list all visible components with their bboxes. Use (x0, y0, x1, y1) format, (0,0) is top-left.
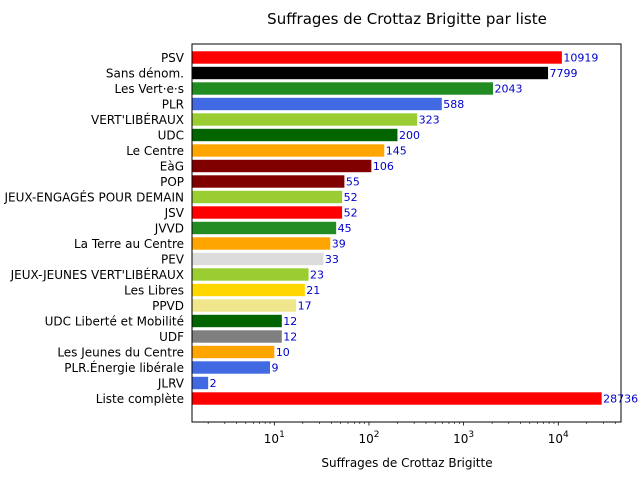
category-label-19: Les Jeunes du Centre (57, 345, 184, 359)
value-label-20: 9 (271, 362, 278, 375)
bar-5 (192, 128, 398, 142)
value-label-5: 200 (399, 129, 420, 142)
category-label-17: UDC Liberté et Mobilité (45, 314, 184, 328)
value-label-12: 39 (332, 238, 346, 251)
value-label-7: 106 (373, 160, 394, 173)
chart-title: Suffrages de Crottaz Brigitte par liste (267, 10, 547, 28)
value-label-6: 145 (386, 145, 407, 158)
bar-7 (192, 159, 372, 173)
bar-9 (192, 190, 343, 204)
bar-18 (192, 330, 282, 343)
bar-8 (192, 175, 345, 188)
category-label-18: UDF (159, 330, 184, 344)
bar-6 (192, 144, 385, 157)
value-label-1: 7799 (550, 67, 578, 80)
value-label-3: 588 (443, 98, 464, 111)
value-label-10: 52 (344, 207, 358, 220)
bar-0 (192, 51, 562, 64)
category-label-6: Le Centre (126, 144, 184, 158)
category-label-4: VERT'LIBÉRAUX (91, 112, 184, 127)
value-label-16: 17 (298, 300, 312, 313)
x-axis-label: Suffrages de Crottaz Brigitte (321, 456, 492, 470)
category-label-9: JEUX-ENGAGÉS POUR DEMAIN (3, 189, 184, 204)
category-label-12: La Terre au Centre (74, 237, 184, 251)
value-label-14: 23 (310, 269, 324, 282)
category-label-3: PLR (162, 97, 184, 111)
category-label-7: EàG (160, 159, 184, 173)
bar-12 (192, 237, 331, 250)
value-label-2: 2043 (494, 83, 522, 96)
category-label-16: PPVD (152, 299, 184, 313)
bar-13 (192, 252, 324, 266)
category-label-0: PSV (161, 51, 185, 65)
bar-20 (192, 361, 270, 374)
value-label-4: 323 (419, 114, 440, 127)
bar-1 (192, 66, 549, 80)
bar-22 (192, 392, 602, 405)
value-label-19: 10 (276, 346, 290, 359)
bar-11 (192, 221, 337, 235)
bar-17 (192, 314, 282, 328)
bars-group (192, 51, 602, 405)
category-label-2: Les Vert·e·s (115, 82, 185, 96)
bar-16 (192, 299, 297, 312)
category-label-22: Liste complète (96, 392, 184, 406)
category-label-8: POP (160, 175, 184, 189)
value-label-0: 10919 (563, 52, 598, 65)
x-tick-label-1: 102 (358, 430, 379, 446)
bar-14 (192, 268, 309, 281)
bar-15 (192, 283, 305, 297)
category-label-5: UDC (158, 128, 184, 142)
bar-19 (192, 345, 275, 359)
value-label-13: 33 (325, 253, 339, 266)
category-label-15: Les Libres (124, 283, 184, 297)
bar-21 (192, 376, 209, 390)
category-label-11: JVVD (154, 221, 184, 235)
category-label-10: JSV (164, 206, 185, 220)
value-label-15: 21 (306, 284, 320, 297)
bar-2 (192, 82, 493, 95)
category-label-21: JLRV (157, 376, 185, 390)
x-tick-label-0: 101 (264, 430, 285, 446)
bar-4 (192, 113, 418, 126)
x-tick-label-3: 104 (548, 430, 569, 446)
value-label-11: 45 (338, 222, 352, 235)
value-label-21: 2 (210, 377, 217, 390)
plot-frame (191, 43, 622, 423)
category-label-14: JEUX-JEUNES VERT'LIBÉRAUX (10, 267, 184, 282)
value-label-17: 12 (283, 315, 297, 328)
value-label-18: 12 (283, 331, 297, 344)
value-label-8: 55 (346, 176, 360, 189)
x-axis-ticks: 101 102 103 104 (207, 422, 616, 446)
category-label-20: PLR.Énergie libérale (64, 360, 184, 375)
x-tick-label-2: 103 (453, 430, 474, 446)
bar-10 (192, 206, 343, 219)
bar-3 (192, 97, 442, 111)
category-label-13: PEV (161, 252, 185, 266)
value-label-9: 52 (344, 191, 358, 204)
category-label-1: Sans dénom. (106, 66, 184, 80)
